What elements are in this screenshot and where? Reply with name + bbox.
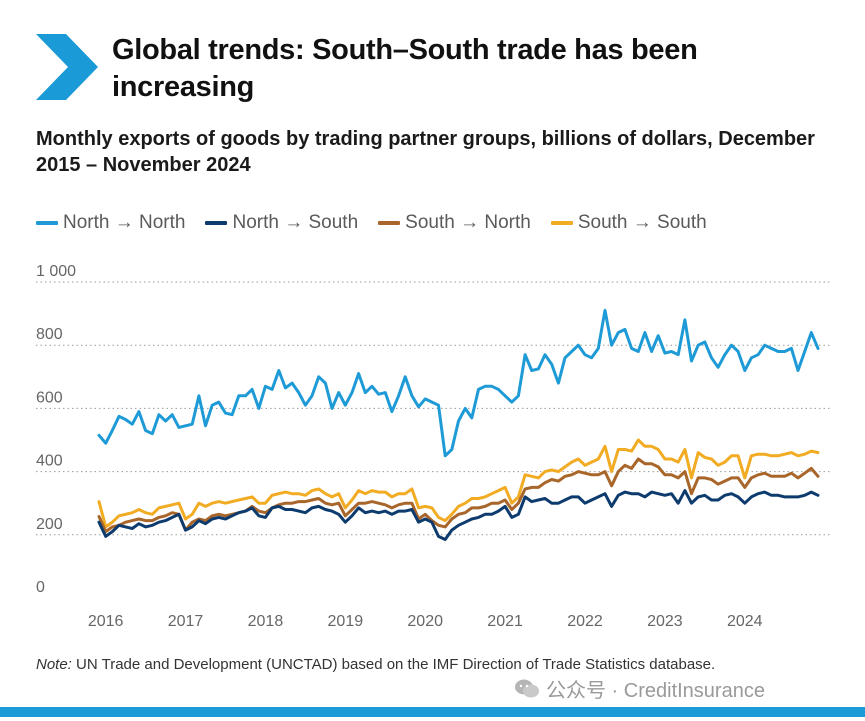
y-tick-label: 800	[36, 326, 63, 343]
series-lines	[97, 308, 820, 541]
x-tick-label: 2019	[328, 613, 364, 630]
chevron-shape	[36, 34, 98, 100]
legend-label: North → South	[232, 212, 359, 233]
series-line-north-north	[97, 308, 820, 458]
watermark: 公众号 · CreditInsurance	[514, 674, 765, 703]
y-tick-label: 600	[36, 389, 63, 406]
y-tick-label: 400	[36, 453, 63, 470]
legend-label: South → North	[405, 212, 531, 233]
y-tick-label: 200	[36, 516, 63, 533]
x-tick-label: 2023	[647, 613, 683, 630]
note-label: Note:	[36, 656, 72, 673]
legend-label: South → South	[577, 212, 707, 233]
wechat-icon	[515, 679, 539, 697]
chevron-right-icon	[36, 34, 98, 100]
legend-swatch	[378, 221, 401, 225]
legend-item-south-south: South → South	[550, 212, 707, 234]
chart-legend: North → North North → South South → Nort…	[36, 212, 707, 234]
y-tick-label: 0	[36, 579, 45, 596]
x-tick-label: 2020	[407, 613, 443, 630]
x-tick-label: 2017	[168, 613, 204, 630]
page-title: Global trends: South–South trade has bee…	[112, 34, 698, 103]
legend-swatch	[205, 221, 228, 225]
legend-item-north-north: North → North	[36, 212, 185, 234]
legend-swatch	[550, 221, 573, 225]
y-axis-labels: 0 200 400 600 800 1 000	[36, 263, 76, 596]
note-text: UN Trade and Development (UNCTAD) based …	[71, 656, 716, 673]
chart-subtitle: Monthly exports of goods by trading part…	[36, 128, 815, 176]
series-line-north-south	[97, 489, 820, 541]
x-tick-label: 2016	[88, 613, 124, 630]
series-line-south-south	[97, 438, 820, 529]
source-note: Note: UN Trade and Development (UNCTAD) …	[36, 656, 715, 673]
y-tick-label: 1 000	[36, 263, 76, 280]
x-tick-label: 2021	[487, 613, 523, 630]
series-line-south-north	[97, 457, 820, 534]
x-axis-labels: 2016 2017 2018 2019 2020 2021 2022 2023 2024	[88, 613, 763, 630]
legend-item-north-south: North → South	[205, 212, 358, 234]
x-tick-label: 2018	[248, 613, 284, 630]
x-tick-label: 2022	[567, 613, 603, 630]
legend-label: North → North	[63, 212, 186, 233]
x-tick-label: 2024	[727, 613, 763, 630]
legend-item-south-north: South → North	[378, 212, 531, 234]
bottom-accent-bar	[0, 707, 865, 717]
watermark-text: 公众号 · CreditInsurance	[546, 680, 765, 702]
gridlines	[36, 281, 830, 536]
legend-swatch	[36, 221, 58, 225]
